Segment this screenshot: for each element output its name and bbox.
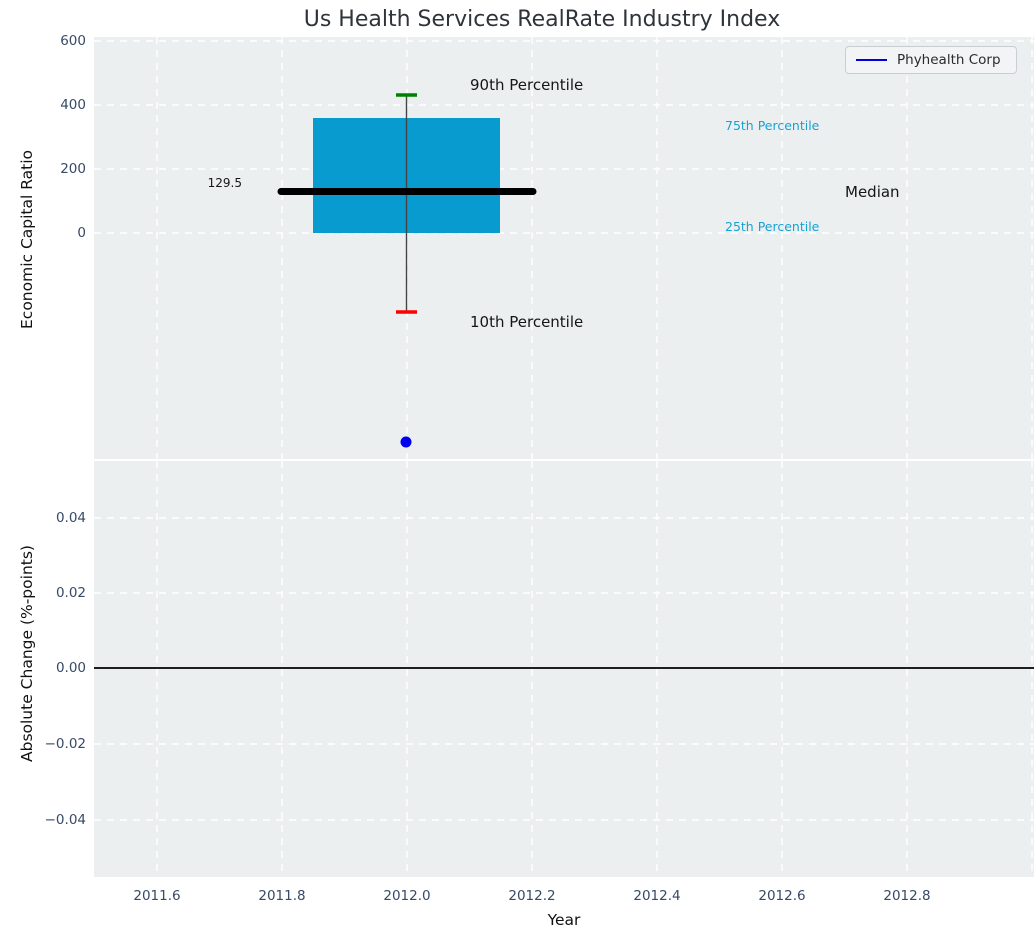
ytick-bottom-0.00: 0.00 bbox=[55, 660, 86, 676]
ytick-bottom-0.04: 0.04 bbox=[55, 510, 86, 526]
annotation-75th-percentile: 75th Percentile bbox=[725, 118, 820, 133]
ytick-top-200: 200 bbox=[60, 161, 86, 177]
xtick-2012.4: 2012.4 bbox=[633, 888, 681, 904]
bottom-plot-background bbox=[94, 461, 1034, 877]
outlier-dot bbox=[400, 436, 412, 448]
horizontal-gridlines-top bbox=[94, 40, 1034, 234]
ytick-bottom-neg0.04: −0.04 bbox=[44, 812, 86, 828]
xtick-2012.8: 2012.8 bbox=[883, 888, 931, 904]
ytick-top-400: 400 bbox=[60, 97, 86, 113]
xtick-2011.8: 2011.8 bbox=[258, 888, 306, 904]
xtick-2012.0: 2012.0 bbox=[383, 888, 431, 904]
ytick-bottom-neg0.02: −0.02 bbox=[44, 736, 86, 752]
horizontal-gridlines-bottom bbox=[94, 517, 1034, 821]
annotation-25th-percentile: 25th Percentile bbox=[725, 219, 820, 234]
ytick-top-0: 0 bbox=[77, 225, 86, 241]
ytick-top-600: 600 bbox=[60, 33, 86, 49]
xtick-2012.2: 2012.2 bbox=[508, 888, 556, 904]
ytick-bottom-0.02: 0.02 bbox=[55, 585, 86, 601]
legend: Phyhealth Corp bbox=[845, 46, 1017, 74]
xtick-2011.6: 2011.6 bbox=[133, 888, 181, 904]
xtick-2012.6: 2012.6 bbox=[758, 888, 806, 904]
top-plot-background bbox=[94, 37, 1034, 459]
chart-title: Us Health Services RealRate Industry Ind… bbox=[303, 7, 781, 32]
annotation-10th-percentile: 10th Percentile bbox=[470, 313, 584, 331]
legend-label: Phyhealth Corp bbox=[897, 52, 1001, 68]
legend-line-sample bbox=[856, 58, 887, 62]
annotation-median-value: 129.5 bbox=[207, 176, 242, 190]
vertical-gridlines-bottom bbox=[156, 461, 1033, 877]
bottom-ylabel: Absolute Change (%-points) bbox=[18, 545, 36, 762]
annotation-90th-percentile: 90th Percentile bbox=[470, 76, 584, 94]
annotation-median: Median bbox=[845, 183, 900, 201]
xlabel-year: Year bbox=[547, 911, 581, 929]
top-ylabel: Economic Capital Ratio bbox=[18, 149, 36, 329]
